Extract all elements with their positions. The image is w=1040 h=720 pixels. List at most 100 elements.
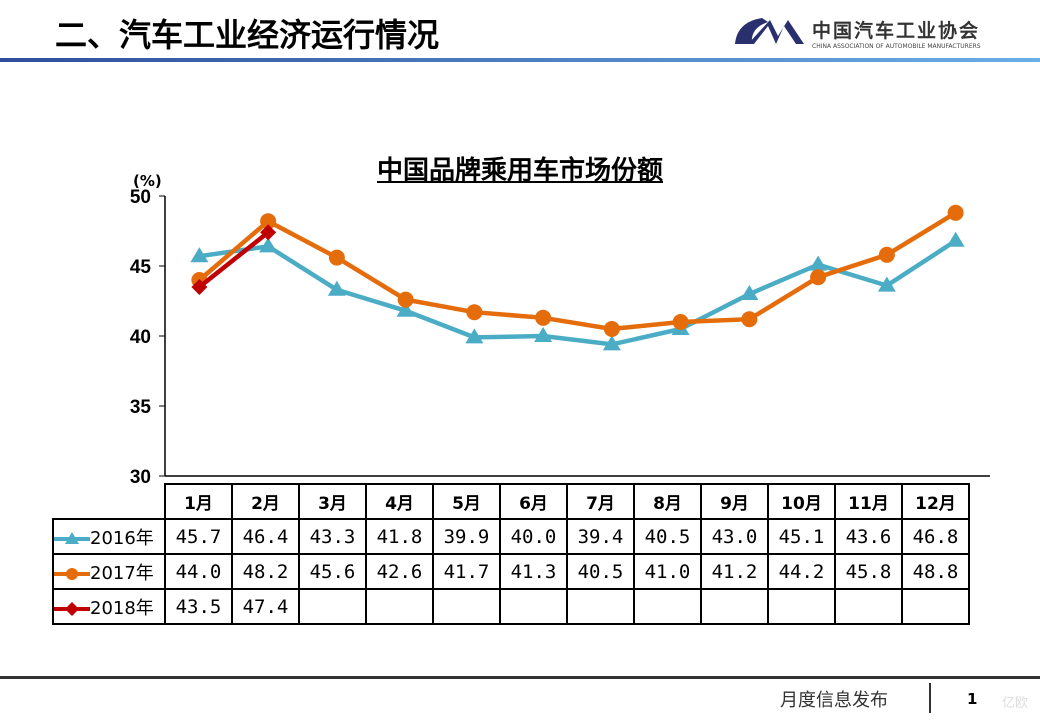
table-cell: 40.5: [566, 553, 635, 590]
month-header: 4月: [365, 483, 434, 520]
table-cell: 43.5: [164, 588, 233, 625]
data-point: [327, 280, 346, 296]
table-cell: [633, 588, 702, 625]
table-row: 2018年 43.5 47.4: [52, 588, 970, 625]
data-point: [602, 335, 621, 351]
series-line-2017年: [197, 210, 957, 332]
month-header: 6月: [499, 483, 568, 520]
table-row: 2017年 44.0 48.2 45.6 42.6 41.7 41.3 40.5 41.0 41.…: [52, 553, 970, 590]
chart-title: 中国品牌乘用车市场份额: [376, 156, 663, 186]
month-header: 7月: [566, 483, 635, 520]
data-point: [397, 291, 414, 308]
table-cell: 43.3: [298, 518, 367, 555]
month-header: 5月: [432, 483, 501, 520]
data-point: [741, 311, 758, 328]
table-cell: 39.4: [566, 518, 635, 555]
data-point: [810, 269, 827, 286]
series-line-2018年: [197, 230, 270, 289]
header-divider: [0, 58, 1040, 62]
legend-entry: 2016年: [52, 518, 166, 555]
legend-label: 2018年: [90, 597, 154, 619]
table-cell: 42.6: [365, 553, 434, 590]
table-cell: 48.2: [231, 553, 300, 590]
y-tick-label: 45: [130, 257, 152, 278]
table-cell: 47.4: [231, 588, 300, 625]
data-point: [260, 213, 277, 230]
data-point: [191, 279, 208, 295]
table-cell: 41.7: [432, 553, 501, 590]
y-tick-label: 40: [130, 327, 151, 348]
table-cell: 46.8: [901, 518, 970, 555]
table-cell: 40.0: [499, 518, 568, 555]
month-header: 12月: [901, 483, 970, 520]
data-point: [672, 314, 689, 330]
data-point: [466, 304, 483, 321]
footer-divider: [0, 676, 1040, 679]
month-header: 2月: [231, 483, 300, 520]
table-cell: 45.8: [834, 553, 903, 590]
footer-separator: [929, 683, 931, 713]
table-cell: [499, 588, 568, 625]
y-axis-unit: (%): [133, 172, 162, 190]
table-cell: 44.2: [767, 553, 836, 590]
data-point: [946, 231, 965, 247]
table-cell: [432, 588, 501, 625]
page-title: 二、汽车工业经济运行情况: [55, 16, 440, 54]
data-point: [740, 285, 759, 300]
table-cell: 40.5: [633, 518, 702, 555]
table-cell: 41.2: [700, 553, 769, 590]
logo-text-en: CHINA ASSOCIATION OF AUTOMOBILE MANUFACT…: [812, 43, 981, 50]
table-cell: 41.0: [633, 553, 702, 590]
legend-entry: 2018年: [52, 588, 166, 625]
data-point: [465, 328, 484, 344]
table-cell: [566, 588, 635, 625]
data-table: 1月 2月 3月 4月 5月 6月 7月 8月 9月 10月 11月 12月 2016年 45.7 46.…: [52, 483, 970, 625]
legend-entry: 2017年: [52, 553, 166, 590]
y-tick-label: 35: [130, 397, 152, 418]
table-cell: 41.3: [499, 553, 568, 590]
data-point: [535, 309, 552, 326]
month-header: 9月: [700, 483, 769, 520]
y-tick-label: 50: [130, 187, 151, 208]
data-point: [603, 321, 620, 337]
table-cell: 46.4: [231, 518, 300, 555]
month-header: 11月: [834, 483, 903, 520]
table-cell: [298, 588, 367, 625]
month-header: 3月: [298, 483, 367, 520]
logo-text-cn: 中国汽车工业协会: [812, 20, 981, 42]
legend-label: 2016年: [90, 527, 154, 549]
data-point: [260, 224, 277, 241]
series-line-2016年: [199, 238, 957, 347]
page-number: 1: [967, 690, 978, 708]
table-cell: [901, 588, 970, 625]
data-point: [259, 237, 278, 253]
month-header: 10月: [767, 483, 836, 520]
data-point: [328, 249, 345, 266]
legend-diamond-icon: [54, 601, 90, 616]
table-cell: 41.8: [365, 518, 434, 555]
cam-logo: [735, 18, 804, 44]
table-cell: 48.8: [901, 553, 970, 590]
table-cell: 43.6: [834, 518, 903, 555]
table-row: 2016年 45.7 46.4 43.3 41.8 39.9 40.0 39.4 40.5 43.…: [52, 518, 970, 555]
footer-text: 月度信息发布: [780, 690, 888, 711]
y-tick-label: 30: [130, 467, 151, 488]
table-cell: [834, 588, 903, 625]
data-point: [396, 301, 415, 317]
table-cell: 45.6: [298, 553, 367, 590]
legend-label: 2017年: [90, 562, 154, 584]
table-cell: [700, 588, 769, 625]
table-cell: 45.7: [164, 518, 233, 555]
legend-triangle-icon: [54, 531, 90, 544]
table-cell: 43.0: [700, 518, 769, 555]
table-cell: [365, 588, 434, 625]
data-point: [809, 255, 828, 271]
data-point: [947, 204, 964, 221]
data-point: [878, 246, 895, 263]
table-cell: [767, 588, 836, 625]
table-corner: [53, 484, 165, 519]
table-cell: 45.1: [767, 518, 836, 555]
table-cell: 44.0: [164, 553, 233, 590]
data-point: [534, 327, 553, 342]
